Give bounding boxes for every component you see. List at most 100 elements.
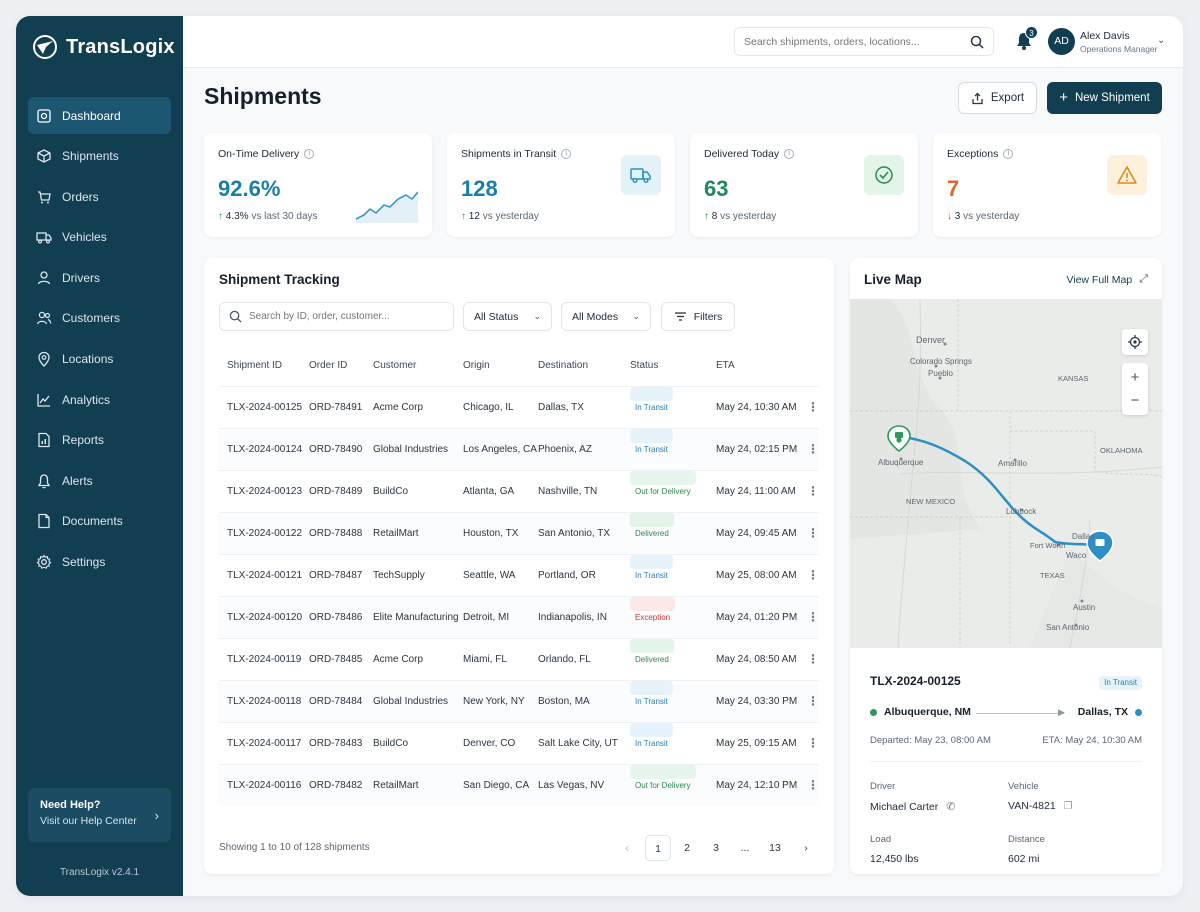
sidebar-item-orders[interactable]: Orders — [28, 178, 171, 215]
table-search-input[interactable] — [249, 311, 439, 322]
avatar[interactable]: AD — [1048, 28, 1075, 55]
row-menu-icon[interactable]: ⋮ — [807, 442, 819, 456]
cell-destination: Las Vegas, NV — [538, 780, 605, 791]
sidebar-item-vehicles[interactable]: Vehicles — [28, 219, 171, 256]
map-svg — [850, 298, 1162, 649]
search-icon[interactable] — [970, 35, 984, 49]
col-order-id[interactable]: Order ID — [309, 360, 348, 371]
table-row[interactable]: TLX-2024-00116 ORD-78482 RetailMart San Die… — [219, 764, 819, 806]
app-name: TransLogix — [66, 35, 175, 58]
cell-customer: RetailMart — [373, 780, 419, 791]
table-row[interactable]: TLX-2024-00122 ORD-78488 RetailMart Houston… — [219, 512, 819, 554]
help-center-card[interactable]: Need Help? Visit our Help Center › — [28, 788, 171, 842]
locate-button[interactable] — [1122, 329, 1148, 355]
page-button[interactable]: 2 — [684, 842, 690, 854]
cell-destination: Nashville, TN — [538, 486, 598, 497]
table-row[interactable]: TLX-2024-00119 ORD-78485 Acme Corp Miami, F… — [219, 638, 819, 680]
info-icon[interactable]: i — [784, 149, 795, 159]
global-search-input[interactable] — [744, 35, 959, 48]
col-destination[interactable]: Destination — [538, 360, 589, 371]
chevron-down-icon[interactable]: ⌄ — [1157, 35, 1166, 46]
col-shipment-id[interactable]: Shipment ID — [227, 360, 283, 371]
table-row[interactable]: TLX-2024-00124 ORD-78490 Global Industries… — [219, 428, 819, 470]
page-button[interactable]: 1 — [645, 835, 671, 861]
sidebar-item-shipments[interactable]: Shipments — [28, 138, 171, 175]
sidebar-item-settings[interactable]: Settings — [28, 544, 171, 581]
notification-badge: 3 — [1025, 26, 1038, 39]
row-menu-icon[interactable]: ⋮ — [807, 484, 819, 498]
export-button[interactable]: Export — [958, 82, 1037, 114]
info-icon[interactable]: i — [304, 149, 315, 159]
plus-icon: + — [1059, 89, 1068, 106]
table-row[interactable]: TLX-2024-00117 ORD-78483 BuildCo Denver, CO… — [219, 722, 819, 764]
sidebar-item-dashboard[interactable]: Dashboard — [28, 97, 171, 134]
notifications-button[interactable]: 3 — [1015, 26, 1038, 51]
zoom-out-button[interactable]: − — [1130, 392, 1140, 409]
help-title: Need Help? — [40, 799, 101, 811]
row-menu-icon[interactable]: ⋮ — [807, 568, 819, 582]
row-menu-icon[interactable]: ⋮ — [807, 400, 819, 414]
eta-time: ETA: May 24, 10:30 AM — [1042, 735, 1142, 746]
col-status[interactable]: Status — [630, 360, 659, 371]
cell-shipment-id[interactable]: TLX-2024-00117 — [227, 738, 302, 749]
table-row[interactable]: TLX-2024-00118 ORD-78484 Global Industries… — [219, 680, 819, 722]
status-filter-select[interactable]: All Status ⌄ — [463, 302, 552, 331]
table-row[interactable]: TLX-2024-00121 ORD-78487 TechSupply Seattle… — [219, 554, 819, 596]
row-menu-icon[interactable]: ⋮ — [807, 652, 819, 666]
col-customer[interactable]: Customer — [373, 360, 417, 371]
row-menu-icon[interactable]: ⋮ — [807, 694, 819, 708]
sidebar-item-analytics[interactable]: Analytics — [28, 381, 171, 418]
page-button[interactable]: 3 — [713, 842, 719, 854]
cell-shipment-id[interactable]: TLX-2024-00120 — [227, 612, 303, 623]
cell-shipment-id[interactable]: TLX-2024-00116 — [227, 780, 302, 791]
row-menu-icon[interactable]: ⋮ — [807, 778, 819, 792]
page-button[interactable]: 13 — [769, 842, 781, 854]
cell-shipment-id[interactable]: TLX-2024-00125 — [227, 402, 303, 413]
col-eta[interactable]: ETA — [716, 360, 735, 371]
table-row[interactable]: TLX-2024-00120 ORD-78486 Elite Manufacturi… — [219, 596, 819, 638]
next-page-button[interactable]: › — [804, 842, 808, 854]
prev-page-button[interactable]: ‹ — [625, 842, 629, 854]
info-icon[interactable]: i — [1003, 149, 1014, 159]
new-shipment-button[interactable]: + New Shipment — [1047, 82, 1162, 114]
cell-shipment-id[interactable]: TLX-2024-00121 — [227, 570, 303, 581]
table-row[interactable]: TLX-2024-00123 ORD-78489 BuildCo Atlanta, G… — [219, 470, 819, 512]
report-icon — [38, 433, 50, 448]
vehicle-label: Vehicle — [1008, 781, 1039, 792]
sidebar-item-alerts[interactable]: Alerts — [28, 462, 171, 499]
view-full-map-link[interactable]: View Full Map ⤢ — [1066, 273, 1148, 286]
cell-shipment-id[interactable]: TLX-2024-00123 — [227, 486, 303, 497]
origin-pin-icon[interactable] — [887, 425, 911, 452]
sidebar-item-customers[interactable]: Customers — [28, 300, 171, 337]
phone-icon[interactable]: ✆ — [946, 801, 956, 813]
row-menu-icon[interactable]: ⋮ — [807, 610, 819, 624]
destination-pin-icon[interactable] — [1086, 530, 1114, 562]
copy-icon[interactable]: ❐ — [1063, 800, 1073, 812]
user-menu[interactable]: Alex Davis Operations Manager — [1080, 30, 1158, 54]
export-label: Export — [990, 92, 1025, 104]
shipment-detail-card[interactable]: TLX-2024-00125 In Transit Albuquerque, N… — [856, 660, 1156, 870]
row-menu-icon[interactable]: ⋮ — [807, 526, 819, 540]
cell-shipment-id[interactable]: TLX-2024-00119 — [227, 654, 302, 665]
sidebar-item-drivers[interactable]: Drivers — [28, 259, 171, 296]
cell-shipment-id[interactable]: TLX-2024-00124 — [227, 444, 303, 455]
arrow-right-icon: ▶ — [1058, 707, 1065, 717]
mode-filter-select[interactable]: All Modes ⌄ — [561, 302, 651, 331]
cell-shipment-id[interactable]: TLX-2024-00122 — [227, 528, 303, 539]
cell-shipment-id[interactable]: TLX-2024-00118 — [227, 696, 302, 707]
row-menu-icon[interactable]: ⋮ — [807, 736, 819, 750]
col-origin[interactable]: Origin — [463, 360, 490, 371]
chevron-right-icon: › — [154, 808, 159, 823]
sidebar-item-reports[interactable]: Reports — [28, 422, 171, 459]
new-shipment-label: New Shipment — [1074, 92, 1150, 104]
divider — [870, 761, 1142, 762]
filters-button[interactable]: Filters — [661, 302, 735, 331]
chart-icon — [37, 393, 50, 407]
map-canvas[interactable]: Denver Colorado Springs Pueblo KANSAS Albuqu… — [850, 298, 1162, 649]
sidebar-item-locations[interactable]: Locations — [28, 341, 171, 378]
info-icon[interactable]: i — [561, 149, 572, 159]
table-row[interactable]: TLX-2024-00125 ORD-78491 Acme Corp Chicago,… — [219, 386, 819, 428]
brand[interactable]: TransLogix — [32, 34, 175, 60]
zoom-in-button[interactable]: + — [1130, 369, 1140, 386]
sidebar-item-documents[interactable]: Documents — [28, 503, 171, 540]
